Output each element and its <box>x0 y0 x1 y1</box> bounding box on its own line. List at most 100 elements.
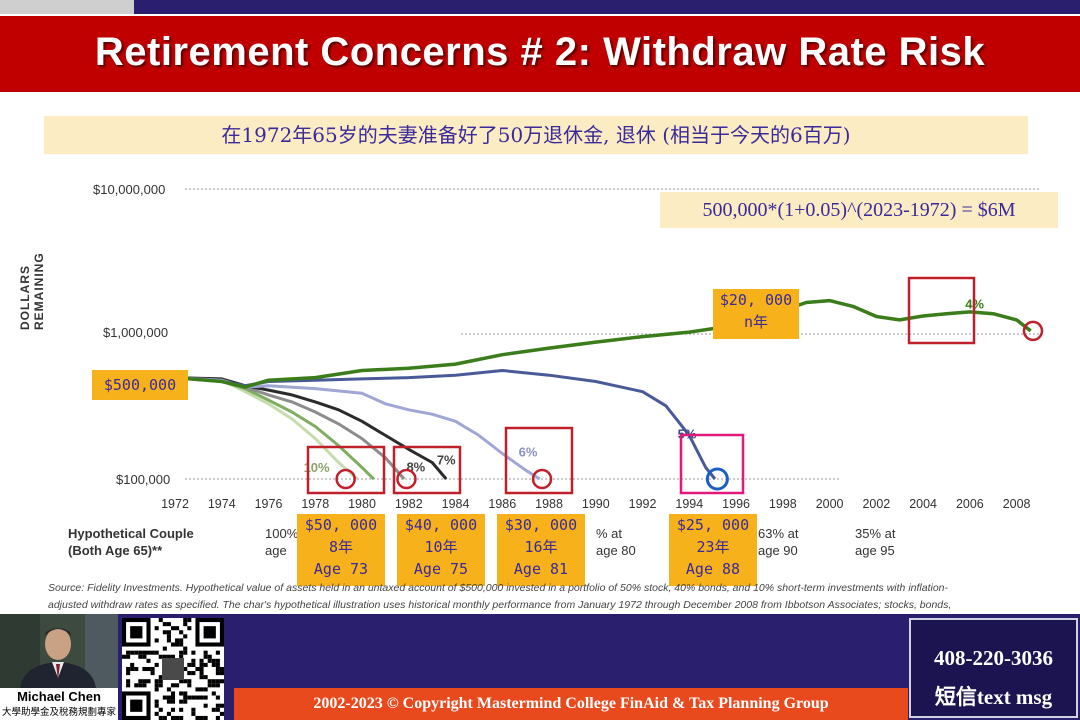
callout-40000: $40, 000 10年 Age 75 <box>397 514 485 586</box>
callout-age: Age 88 <box>685 560 741 578</box>
qr-module <box>162 695 167 700</box>
x-tick-label: 1982 <box>394 497 423 511</box>
callout-years: n年 <box>743 313 769 331</box>
qr-module <box>195 666 200 672</box>
x-tick-label: 2004 <box>909 497 937 511</box>
presenter-subtitle: 大學助學金及稅務規劃專家 <box>0 706 118 720</box>
qr-module <box>179 642 184 647</box>
copyright-bar: 2002-2023 © Copyright Mastermind College… <box>234 688 908 720</box>
qr-module <box>191 662 196 667</box>
age-label-line2: age 90 <box>758 543 798 558</box>
qr-module <box>134 666 139 672</box>
qr-module <box>122 654 127 659</box>
qr-module <box>203 650 208 655</box>
qr-module <box>175 683 180 688</box>
frame-8pct <box>392 445 462 495</box>
formula-box: 500,000*(1+0.05)^(2023-1972) = $6M <box>660 192 1058 228</box>
qr-module <box>195 687 200 692</box>
series-label-8pct: 8% <box>406 459 425 474</box>
qr-module <box>187 662 192 667</box>
qr-module <box>179 630 184 635</box>
qr-module <box>215 650 220 655</box>
source-line2: adjusted withdraw rates as specified. Th… <box>48 599 952 611</box>
x-tick-label: 2008 <box>1002 497 1031 511</box>
qr-module <box>191 707 196 712</box>
qr-code[interactable] <box>122 618 224 720</box>
qr-module <box>170 626 176 631</box>
qr-module <box>126 679 131 684</box>
qr-module <box>219 711 224 716</box>
age-label-100: 100% age <box>265 525 298 559</box>
qr-module <box>219 671 224 676</box>
series-label-10pct: 10% <box>304 460 330 475</box>
qr-module <box>170 642 176 647</box>
qr-module <box>170 691 176 696</box>
qr-module <box>158 679 163 684</box>
top-bar <box>0 0 1080 14</box>
frame-4pct <box>907 276 976 345</box>
age-label-line1: % at <box>596 526 623 541</box>
hypothetical-couple: Hypothetical Couple (Both Age 65)** <box>68 525 194 559</box>
qr-module <box>130 650 135 655</box>
qr-module <box>183 691 188 696</box>
text-msg-label: 短信text msg <box>934 685 1053 709</box>
qr-module <box>154 711 159 716</box>
qr-module <box>175 715 180 720</box>
qr-module <box>154 626 159 631</box>
age-label-line1: 63% at <box>758 526 799 541</box>
qr-module <box>183 695 188 700</box>
qr-module <box>179 707 184 712</box>
qr-module <box>215 703 220 708</box>
qr-module <box>138 654 143 659</box>
qr-module <box>166 634 171 639</box>
qr-module <box>170 654 176 659</box>
qr-module <box>158 675 163 680</box>
series-line-10pct <box>174 376 359 481</box>
callout-amount: $30, 000 <box>504 516 578 534</box>
qr-module <box>183 618 188 623</box>
qr-module <box>142 654 147 659</box>
phone-number[interactable]: 408-220-3036 <box>934 646 1053 670</box>
qr-module <box>199 662 204 667</box>
callout-amount: $40, 000 <box>404 516 478 534</box>
series-line-4pct <box>174 298 1032 389</box>
qr-code-pattern <box>122 618 224 720</box>
qr-module <box>138 683 143 688</box>
y-axis-label: DOLLARS REMAINING <box>18 252 46 330</box>
qr-module <box>203 662 208 667</box>
age-label-line1: 100% <box>265 526 299 541</box>
qr-module <box>199 675 204 680</box>
qr-module <box>183 666 188 672</box>
qr-module <box>142 650 147 655</box>
subtitle-chinese: 在1972年65岁的夫妻准备好了50万退休金, 退休 (相当于今天的6百万) <box>44 116 1028 154</box>
presenter-name: Michael Chen <box>0 688 118 706</box>
chart-blank-area <box>185 205 460 365</box>
qr-module <box>126 666 131 672</box>
qr-module <box>154 683 159 688</box>
qr-module <box>146 650 151 655</box>
callout-years: 8年 <box>328 538 354 556</box>
qr-module <box>154 687 159 692</box>
qr-module <box>183 679 188 684</box>
qr-module <box>154 638 159 643</box>
x-tick-label: 1992 <box>628 497 657 511</box>
callout-years: 16年 <box>524 538 558 556</box>
qr-module <box>126 650 131 655</box>
qr-finder-core <box>130 626 143 639</box>
qr-module <box>215 695 220 700</box>
qr-module <box>158 707 163 712</box>
qr-module <box>126 671 131 676</box>
x-tick-label: 1994 <box>675 497 704 511</box>
qr-module <box>175 626 180 631</box>
qr-module <box>219 679 224 684</box>
qr-module <box>158 715 163 720</box>
qr-module <box>179 650 184 655</box>
x-tick-label: 1972 <box>161 497 189 511</box>
qr-module <box>162 622 167 627</box>
qr-module <box>207 683 212 688</box>
qr-module <box>199 671 204 676</box>
qr-module <box>179 691 184 696</box>
series-line-9pct <box>174 376 375 481</box>
depletion-marker-3 <box>705 467 729 491</box>
qr-module <box>166 638 171 643</box>
